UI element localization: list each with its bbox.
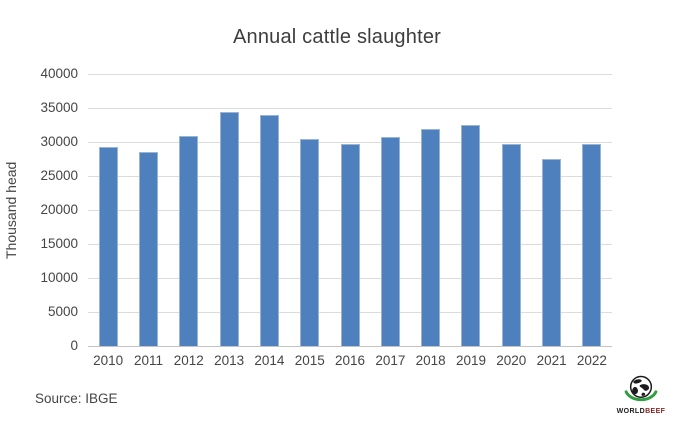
bar-slot-2013: [209, 74, 249, 346]
bar-2021: [542, 159, 562, 346]
y-tick-label: 35000: [40, 100, 78, 115]
bar-2011: [138, 151, 158, 346]
bar-2015: [300, 138, 320, 346]
bar-slot-2017: [370, 74, 410, 346]
bar-2016: [340, 144, 360, 346]
bar-2013: [219, 112, 239, 346]
y-axis-tick-labels: 0 5000 10000 15000 20000 25000 30000 35000 40000: [16, 66, 78, 353]
x-axis-baseline: [88, 346, 612, 347]
bar-2020: [501, 144, 521, 346]
bar-slot-2011: [128, 74, 168, 346]
gridline: [88, 142, 612, 143]
x-tick-label-2017: 2017: [375, 353, 406, 368]
x-tick-label-2016: 2016: [335, 353, 366, 368]
x-tick-label-2013: 2013: [214, 353, 245, 368]
logo-text-primary: WORLD: [616, 408, 646, 415]
logo-text: WORLDBEEF: [615, 408, 667, 416]
bar-slot-2016: [330, 74, 370, 346]
globe-icon: [624, 375, 658, 402]
y-tick-label: 25000: [40, 168, 78, 183]
bar-slot-2015: [290, 74, 330, 346]
x-tick-label-2019: 2019: [455, 353, 486, 368]
x-tick-label-2011: 2011: [133, 353, 163, 368]
bar-2010: [98, 147, 118, 346]
bars-row: [88, 74, 612, 346]
x-tick-label-2010: 2010: [93, 353, 124, 368]
y-tick-label: 15000: [40, 236, 78, 251]
x-tick-label-2012: 2012: [173, 353, 204, 368]
bar-slot-2018: [411, 74, 451, 346]
chart-title: Annual cattle slaughter: [232, 26, 442, 48]
logo-text-secondary: BEEF: [645, 408, 666, 415]
x-tick-label-2020: 2020: [496, 353, 527, 368]
bar-2019: [461, 125, 481, 346]
bar-slot-2019: [451, 74, 491, 346]
x-tick-label-2022: 2022: [576, 353, 607, 368]
bar-slot-2021: [531, 74, 571, 346]
bar-slot-2010: [88, 74, 128, 346]
bar-2012: [179, 135, 199, 346]
x-tick-label-2018: 2018: [415, 353, 446, 368]
y-tick-label: 40000: [40, 66, 78, 81]
y-tick-label: 5000: [47, 304, 78, 319]
x-axis-tick-labels: 2010 2011 2012 2013 2014 2015 2016 2017 2018 2019…: [88, 353, 612, 368]
y-tick-label: 30000: [40, 134, 78, 149]
bar-slot-2022: [572, 74, 612, 346]
bar-2017: [380, 136, 400, 346]
y-tick-label: 20000: [40, 202, 78, 217]
bar-2022: [582, 144, 602, 346]
x-tick-label-2014: 2014: [254, 353, 285, 368]
x-tick-label-2015: 2015: [294, 353, 325, 368]
bar-slot-2020: [491, 74, 531, 346]
plot-area: [88, 74, 612, 347]
x-tick-label-2021: 2021: [536, 353, 567, 368]
y-tick-label: 10000: [40, 270, 78, 285]
bar-2018: [421, 129, 441, 346]
gridline: [88, 108, 612, 109]
bar-2014: [259, 115, 279, 346]
y-tick-label: 0: [70, 338, 78, 353]
worldbeef-logo: WORLDBEEF: [615, 374, 667, 416]
bar-slot-2012: [169, 74, 209, 346]
gridline: [88, 74, 612, 75]
bar-slot-2014: [249, 74, 289, 346]
source-note: Source: IBGE: [35, 391, 118, 406]
